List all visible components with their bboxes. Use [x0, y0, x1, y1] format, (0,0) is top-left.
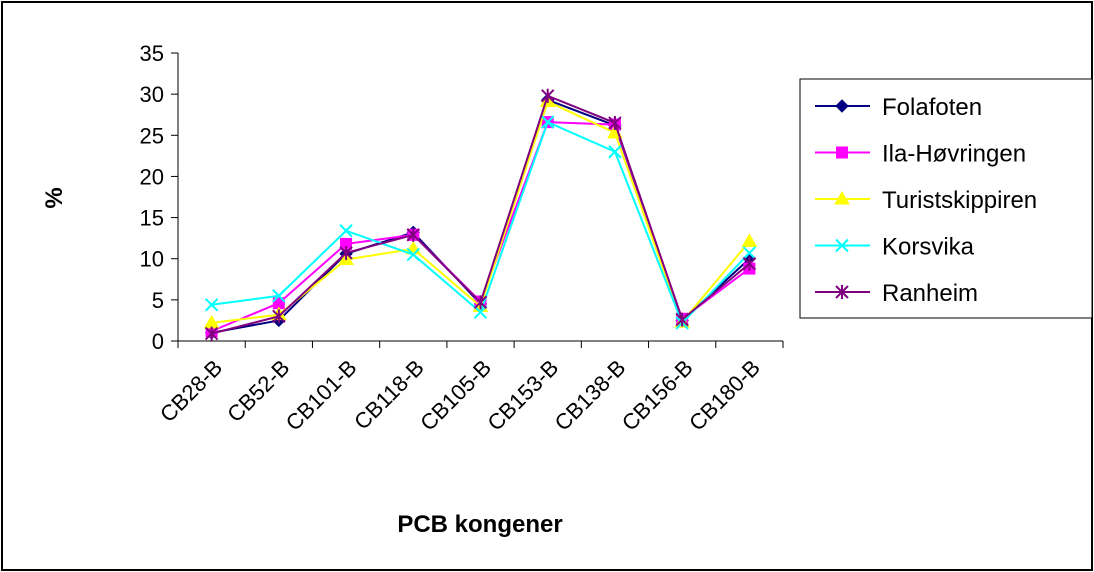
y-tick-label: 35 — [140, 41, 164, 66]
data-point — [473, 305, 488, 319]
legend-label: Ila-Høvringen — [882, 141, 1026, 168]
legend-entry: Folafoten — [815, 94, 982, 121]
legend-label: Korsvika — [882, 234, 975, 261]
x-axis-title: PCB kongener — [397, 511, 562, 538]
series-layer — [203, 88, 758, 341]
y-tick-label: 20 — [140, 164, 164, 189]
y-tick-label: 30 — [140, 82, 164, 107]
legend-entry: Turistskippiren — [815, 187, 1037, 214]
data-point — [473, 295, 488, 310]
legend-entry: Ranheim — [815, 280, 978, 307]
data-point — [835, 99, 849, 113]
data-point — [742, 256, 757, 271]
data-point — [339, 245, 353, 260]
data-point — [834, 191, 850, 205]
y-tick-label: 15 — [140, 206, 164, 231]
y-tick-label: 25 — [140, 123, 164, 148]
legend-entry: Ila-Høvringen — [815, 141, 1026, 168]
y-tick-label: 10 — [140, 247, 164, 272]
legend-label: Turistskippiren — [882, 187, 1037, 214]
y-tick-label: 0 — [152, 329, 164, 354]
legend-entry: Korsvika — [815, 234, 975, 261]
data-point — [541, 88, 555, 103]
y-tick-label: 5 — [152, 288, 164, 313]
data-point — [608, 145, 622, 159]
data-point — [406, 227, 420, 242]
data-point — [835, 285, 849, 299]
data-point — [339, 224, 353, 238]
data-point — [204, 326, 219, 341]
data-point — [836, 146, 848, 159]
data-point — [675, 312, 689, 327]
data-point — [608, 115, 622, 130]
data-point — [541, 115, 555, 129]
data-point — [204, 298, 219, 312]
data-point — [835, 238, 849, 253]
data-point — [742, 246, 757, 260]
legend: Folafoten Ila-Høvringen Turistskippiren Kor… — [799, 78, 1093, 319]
data-point — [406, 247, 420, 262]
data-point — [272, 289, 286, 303]
series — [204, 88, 757, 341]
legend-label: Folafoten — [882, 94, 982, 121]
data-point — [741, 233, 758, 247]
y-axis-title: % — [41, 187, 68, 208]
legend-label: Ranheim — [882, 280, 978, 307]
data-point — [272, 309, 286, 324]
